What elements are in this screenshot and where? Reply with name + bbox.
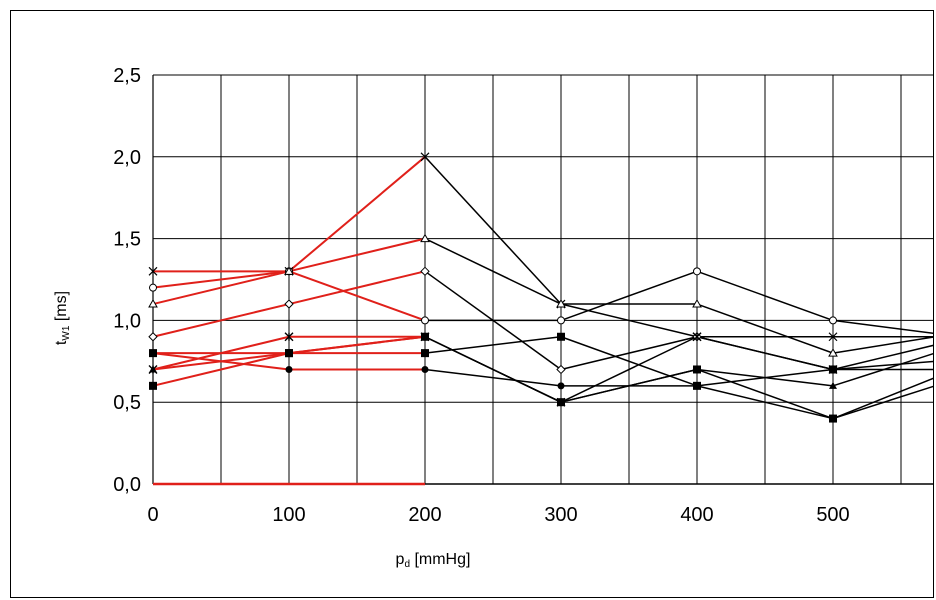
marker-dot bbox=[421, 365, 429, 373]
marker-circle bbox=[149, 283, 157, 292]
x-tick-label: 300 bbox=[544, 504, 577, 526]
series-segment bbox=[832, 344, 933, 371]
series-segment bbox=[424, 237, 562, 305]
series-markers bbox=[148, 152, 838, 423]
marker-square bbox=[829, 414, 837, 423]
y-tick-label: 0,5 bbox=[113, 392, 141, 414]
series-segment bbox=[152, 303, 290, 338]
x-tick-label: 400 bbox=[680, 504, 713, 526]
y-tick-label: 2,0 bbox=[113, 147, 141, 169]
marker-x bbox=[828, 332, 838, 342]
line-chart: 0,0 0,5 1,0 1,5 2,0 2,5 0 100 200 300 400 500 pd [… bbox=[53, 65, 933, 570]
series-segment bbox=[424, 270, 562, 371]
series-segment bbox=[696, 336, 834, 371]
marker-asterisk bbox=[284, 332, 294, 342]
series-segment bbox=[152, 270, 290, 306]
marker-triangle-filled bbox=[829, 381, 837, 389]
marker-triangle bbox=[556, 299, 566, 308]
series-segment bbox=[288, 335, 426, 355]
marker-square bbox=[285, 349, 293, 358]
series-segment bbox=[832, 336, 933, 354]
marker-dot bbox=[557, 382, 565, 390]
marker-diamond bbox=[284, 299, 294, 309]
series-segment bbox=[288, 237, 426, 273]
x-tick-label: 200 bbox=[408, 504, 441, 526]
series-segment bbox=[832, 352, 933, 387]
series-segment bbox=[288, 270, 426, 306]
marker-x bbox=[148, 266, 158, 276]
marker-square bbox=[421, 349, 429, 358]
marker-square bbox=[693, 365, 701, 374]
series-segment bbox=[560, 303, 698, 338]
marker-diamond bbox=[556, 364, 566, 375]
series-segment bbox=[152, 270, 290, 289]
marker-triangle bbox=[692, 299, 702, 308]
marker-dot bbox=[693, 382, 701, 390]
series-segment bbox=[560, 336, 698, 403]
marker-diamond bbox=[148, 332, 158, 342]
series-segment bbox=[696, 368, 834, 387]
series-segment bbox=[288, 270, 426, 322]
series-segment bbox=[696, 303, 834, 354]
marker-square bbox=[557, 398, 565, 407]
marker-square bbox=[829, 365, 837, 374]
y-tick-label: 1,0 bbox=[113, 310, 141, 332]
marker-circle bbox=[421, 316, 429, 325]
y-tick-label: 1,5 bbox=[113, 229, 141, 251]
series-segment bbox=[696, 270, 834, 322]
marker-asterisk bbox=[692, 332, 702, 342]
marker-square bbox=[421, 332, 429, 341]
series-segment bbox=[424, 336, 562, 403]
y-axis-label: tW1 [ms] bbox=[53, 291, 72, 345]
series-segment bbox=[832, 385, 933, 420]
series-segment bbox=[560, 336, 698, 387]
y-tick-label: 2,5 bbox=[113, 65, 141, 87]
series-segment bbox=[832, 360, 933, 371]
series-segment bbox=[832, 319, 933, 334]
marker-circle bbox=[829, 316, 837, 325]
marker-square bbox=[557, 332, 565, 341]
x-axis-ticks: 0 100 200 300 400 500 bbox=[147, 504, 849, 526]
series-segment bbox=[424, 336, 562, 354]
marker-triangle-filled bbox=[149, 365, 157, 373]
x-tick-label: 0 bbox=[147, 504, 158, 526]
y-axis-ticks: 0,0 0,5 1,0 1,5 2,0 2,5 bbox=[113, 65, 141, 496]
marker-diamond bbox=[420, 266, 430, 277]
series-segment bbox=[424, 156, 562, 305]
marker-triangle bbox=[828, 348, 838, 357]
marker-circle bbox=[693, 267, 701, 276]
chart-frame: 0,0 0,5 1,0 1,5 2,0 2,5 0 100 200 300 400 500 pd [… bbox=[10, 10, 934, 598]
series-segment bbox=[152, 352, 290, 387]
grid bbox=[152, 74, 933, 486]
marker-square bbox=[149, 381, 157, 390]
marker-circle bbox=[557, 316, 565, 325]
series-segment bbox=[696, 385, 834, 420]
series-segment bbox=[288, 156, 426, 273]
series-segment bbox=[696, 368, 834, 420]
series-segment bbox=[560, 336, 698, 371]
marker-square bbox=[149, 349, 157, 358]
x-tick-label: 500 bbox=[816, 504, 849, 526]
series-segment bbox=[424, 368, 562, 387]
marker-triangle bbox=[148, 299, 158, 308]
marker-triangle bbox=[284, 266, 294, 275]
series-lines bbox=[152, 156, 933, 420]
marker-x bbox=[420, 152, 430, 162]
x-axis-label: pd [mmHg] bbox=[396, 551, 471, 570]
series-segment bbox=[560, 270, 698, 322]
series-segment bbox=[152, 352, 290, 371]
marker-triangle bbox=[420, 233, 430, 243]
x-tick-label: 100 bbox=[272, 504, 305, 526]
series-segment bbox=[560, 368, 698, 403]
series-segment bbox=[832, 377, 933, 420]
y-tick-label: 0,0 bbox=[113, 474, 141, 496]
marker-dot bbox=[285, 365, 293, 373]
